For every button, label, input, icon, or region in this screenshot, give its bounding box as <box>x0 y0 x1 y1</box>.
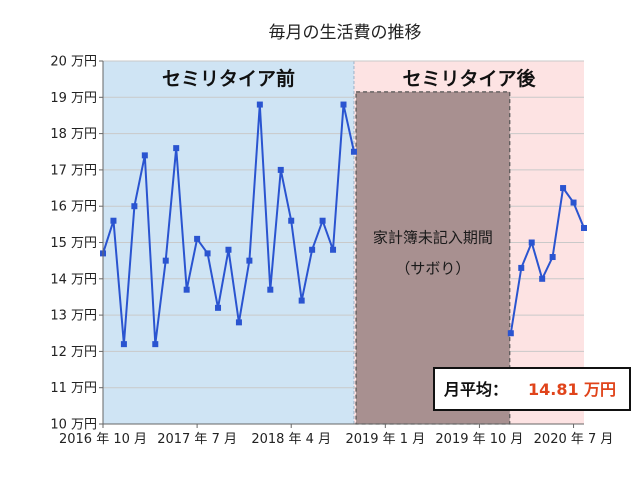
y-tick-label-5: 15 万円 <box>50 236 97 251</box>
data-point-0-0-20 <box>309 246 316 253</box>
data-point-0-0-12 <box>225 246 232 253</box>
average-unit: 万円 <box>583 380 616 399</box>
axes-layer <box>99 60 584 428</box>
y-tick-label-10: 20 万円 <box>50 55 97 70</box>
data-point-0-1-4 <box>549 254 556 261</box>
data-point-0-0-2 <box>120 341 127 348</box>
data-point-0-0-10 <box>204 250 211 257</box>
y-tick-label-0: 10 万円 <box>50 418 97 433</box>
average-annotation: 月平均： 14.81 万円 <box>433 367 631 411</box>
y-tick-label-4: 14 万円 <box>50 272 97 287</box>
data-point-0-0-5 <box>152 341 159 348</box>
x-tick-label-4: 2019 年 10 月 <box>435 432 523 447</box>
data-point-0-0-23 <box>340 101 347 108</box>
period-label-0: セミリタイア前 <box>162 67 295 90</box>
data-point-0-1-3 <box>539 275 546 282</box>
y-tick-label-3: 13 万円 <box>50 309 97 324</box>
x-tick-label-3: 2019 年 1 月 <box>345 432 425 447</box>
data-point-0-1-1 <box>518 264 525 271</box>
x-tick-label-5: 2020 年 7 月 <box>534 432 614 447</box>
x-tick-label-0: 2016 年 10 月 <box>59 432 147 447</box>
data-point-0-1-5 <box>560 185 567 192</box>
chart-title: 毎月の生活費の推移 <box>269 23 422 43</box>
data-point-0-1-7 <box>581 224 587 231</box>
data-point-0-0-15 <box>256 101 263 108</box>
data-point-0-0-21 <box>319 217 326 224</box>
data-point-0-0-11 <box>215 304 222 311</box>
average-value: 14.81 <box>528 380 579 399</box>
y-tick-label-1: 11 万円 <box>50 381 97 396</box>
data-point-0-0-8 <box>183 286 190 293</box>
average-label: 月平均： <box>443 380 508 399</box>
data-point-0-0-17 <box>277 166 284 173</box>
data-point-0-0-3 <box>131 203 138 210</box>
y-tick-label-2: 12 万円 <box>50 345 97 360</box>
data-point-0-0-22 <box>330 246 337 253</box>
data-point-0-0-14 <box>246 257 253 264</box>
data-point-0-1-6 <box>570 199 577 206</box>
data-point-0-0-18 <box>288 217 295 224</box>
data-point-0-0-24 <box>350 148 357 155</box>
x-tick-label-1: 2017 年 7 月 <box>157 432 237 447</box>
average-box <box>433 367 631 411</box>
y-tick-label-9: 19 万円 <box>50 91 97 106</box>
data-point-0-0-16 <box>267 286 274 293</box>
gap-label-line2: （サボり） <box>395 259 470 277</box>
data-point-0-0-13 <box>235 319 242 326</box>
data-point-0-0-9 <box>194 235 201 242</box>
y-tick-label-8: 18 万円 <box>50 127 97 142</box>
data-point-0-1-0 <box>507 330 514 337</box>
data-point-0-1-2 <box>528 239 535 246</box>
data-point-0-0-1 <box>110 217 117 224</box>
x-tick-label-2: 2018 年 4 月 <box>251 432 331 447</box>
gap-label-line1: 家計簿未記入期間 <box>373 229 493 247</box>
data-point-0-0-6 <box>162 257 169 264</box>
data-point-0-0-4 <box>141 152 148 159</box>
period-label-1: セミリタイア後 <box>402 67 536 90</box>
y-tick-label-7: 17 万円 <box>50 163 97 178</box>
y-tick-label-6: 16 万円 <box>50 200 97 215</box>
data-point-0-0-7 <box>173 145 180 152</box>
labels-layer: セミリタイア前 セミリタイア後 10 万円 11 万円 12 万円 13 万円 14 万円 1… <box>50 55 613 448</box>
data-point-0-0-19 <box>298 297 305 304</box>
